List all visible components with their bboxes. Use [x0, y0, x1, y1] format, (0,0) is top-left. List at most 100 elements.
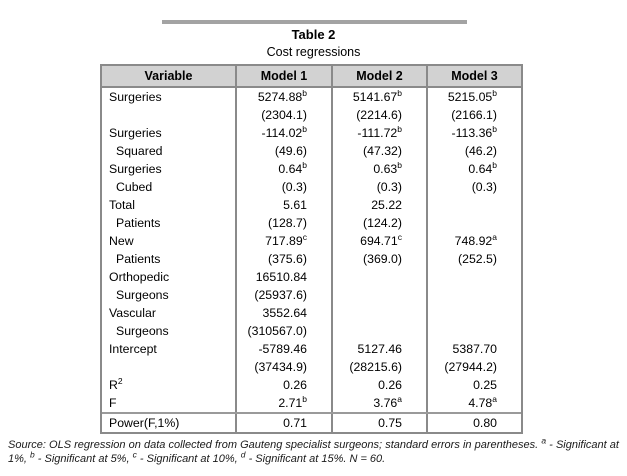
cell-model-2: (369.0): [331, 250, 426, 268]
cell-model-1: (2304.1): [235, 106, 331, 124]
cell-model-1: (37434.9): [235, 358, 331, 376]
row-label: Surgeries: [109, 162, 162, 176]
cell-model-2: 25.22: [331, 196, 426, 214]
row-label: Orthopedic: [109, 270, 170, 284]
table-row: Patients (128.7) (124.2): [102, 214, 521, 232]
cell-model-2: 0.26: [331, 376, 426, 394]
table-row: New 717.89c 694.71c 748.92a: [102, 232, 521, 250]
cell-model-1: (49.6): [235, 142, 331, 160]
row-label: R2: [109, 376, 123, 392]
row-label: [102, 106, 235, 124]
cell-model-2: 0.75: [331, 414, 426, 432]
cell-model-3: -113.36b: [426, 124, 521, 142]
cell-model-3: 5387.70: [426, 340, 521, 358]
cell-model-1: -114.02b: [235, 124, 331, 142]
cell-model-2: [331, 304, 426, 322]
cell-model-3: 0.80: [426, 414, 521, 432]
row-label: Cubed: [116, 180, 153, 194]
cell-model-2: (124.2): [331, 214, 426, 232]
row-label: Total: [109, 198, 135, 212]
table-row: Surgeries 5274.88b 5141.67b 5215.05b: [102, 88, 521, 106]
table-body: Surgeries 5274.88b 5141.67b 5215.05b (2304.1…: [102, 88, 521, 432]
table-row: Power(F,1%) 0.71 0.75 0.80: [102, 412, 521, 432]
row-label: Patients: [116, 252, 161, 266]
row-label: Vascular: [109, 306, 156, 320]
table-row: F 2.71b 3.76a 4.78a: [102, 394, 521, 412]
table-row: (37434.9) (28215.6) (27944.2): [102, 358, 521, 376]
source-footnote: Source: OLS regression on data collected…: [8, 435, 619, 465]
row-label: F: [109, 396, 117, 410]
top-divider-rule: [162, 20, 467, 24]
table-row: (2304.1) (2214.6) (2166.1): [102, 106, 521, 124]
cell-model-2: [331, 268, 426, 286]
header-model-1: Model 1: [235, 66, 331, 86]
cell-model-3: [426, 214, 521, 232]
cell-model-3: [426, 196, 521, 214]
cell-model-2: 5141.67b: [331, 88, 426, 106]
header-model-3: Model 3: [426, 66, 521, 86]
cell-model-2: (47.32): [331, 142, 426, 160]
cell-model-3: [426, 304, 521, 322]
cell-model-2: [331, 286, 426, 304]
regression-table: Variable Model 1 Model 2 Model 3 Surgeri…: [100, 64, 523, 434]
cell-model-2: (0.3): [331, 178, 426, 196]
table-row: R2 0.26 0.26 0.25: [102, 376, 521, 394]
cell-model-3: (0.3): [426, 178, 521, 196]
cell-model-1: 2.71b: [235, 394, 331, 412]
table-row: Cubed (0.3) (0.3) (0.3): [102, 178, 521, 196]
cell-model-1: (25937.6): [235, 286, 331, 304]
row-label: Power(F,1%): [109, 416, 180, 430]
row-label: [102, 358, 235, 376]
row-label: New: [109, 234, 134, 248]
cell-model-1: 717.89c: [235, 232, 331, 250]
cell-model-2: [331, 322, 426, 340]
header-variable: Variable: [144, 69, 193, 83]
table-caption: Cost regressions: [266, 45, 361, 59]
cell-model-1: (310567.0): [235, 322, 331, 340]
cell-model-3: (27944.2): [426, 358, 521, 376]
table-row: Orthopedic 16510.84: [102, 268, 521, 286]
cell-model-1: 5274.88b: [235, 88, 331, 106]
cell-model-3: [426, 286, 521, 304]
row-label: Surgeons: [116, 288, 169, 302]
cell-model-3: [426, 268, 521, 286]
cell-model-1: 0.64b: [235, 160, 331, 178]
cell-model-3: 0.64b: [426, 160, 521, 178]
row-label: Surgeries: [109, 90, 162, 104]
cell-model-1: (0.3): [235, 178, 331, 196]
table-row: Surgeons (310567.0): [102, 322, 521, 340]
table-row: Intercept -5789.46 5127.46 5387.70: [102, 340, 521, 358]
cell-model-1: 0.26: [235, 376, 331, 394]
cell-model-3: (2166.1): [426, 106, 521, 124]
header-model-2: Model 2: [331, 66, 426, 86]
row-label: Squared: [116, 144, 163, 158]
table-row: Patients (375.6) (369.0) (252.5): [102, 250, 521, 268]
cell-model-3: [426, 322, 521, 340]
cell-model-3: 4.78a: [426, 394, 521, 412]
cell-model-1: 3552.64: [235, 304, 331, 322]
cell-model-2: 3.76a: [331, 394, 426, 412]
cell-model-3: (46.2): [426, 142, 521, 160]
table-row: Surgeries -114.02b -111.72b -113.36b: [102, 124, 521, 142]
cell-model-2: (28215.6): [331, 358, 426, 376]
cell-model-1: (375.6): [235, 250, 331, 268]
row-label: Surgeons: [116, 324, 169, 338]
cell-model-2: (2214.6): [331, 106, 426, 124]
table-number-title: Table 2: [291, 27, 336, 42]
cell-model-1: -5789.46: [235, 340, 331, 358]
row-label: Surgeries: [109, 126, 162, 140]
table-header-row: Variable Model 1 Model 2 Model 3: [102, 66, 521, 88]
cell-model-3: 748.92a: [426, 232, 521, 250]
table-row: Total 5.61 25.22: [102, 196, 521, 214]
table-row: Vascular 3552.64: [102, 304, 521, 322]
cell-model-1: (128.7): [235, 214, 331, 232]
cell-model-2: 694.71c: [331, 232, 426, 250]
cell-model-3: 5215.05b: [426, 88, 521, 106]
table-row: Surgeons (25937.6): [102, 286, 521, 304]
cell-model-1: 16510.84: [235, 268, 331, 286]
cell-model-2: -111.72b: [331, 124, 426, 142]
table-row: Surgeries 0.64b 0.63b 0.64b: [102, 160, 521, 178]
row-label: Patients: [116, 216, 161, 230]
cell-model-3: (252.5): [426, 250, 521, 268]
table-row: Squared (49.6) (47.32) (46.2): [102, 142, 521, 160]
